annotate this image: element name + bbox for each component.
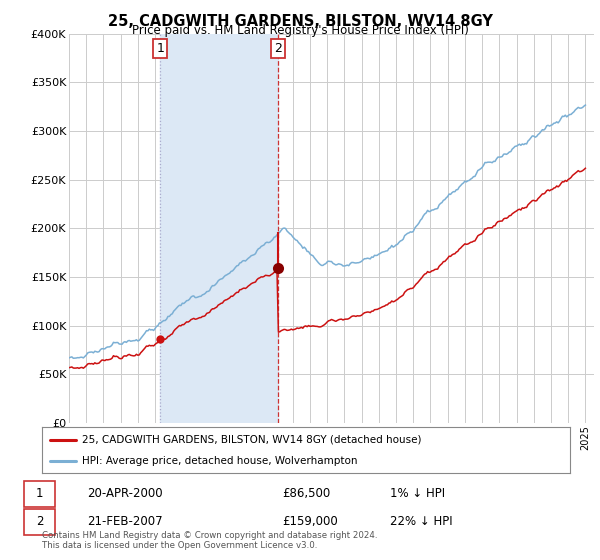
Text: 20-APR-2000: 20-APR-2000: [87, 487, 163, 501]
Bar: [160, 34, 278, 423]
Text: 1: 1: [36, 487, 43, 501]
Text: Price paid vs. HM Land Registry's House Price Index (HPI): Price paid vs. HM Land Registry's House …: [131, 24, 469, 37]
Text: Contains HM Land Registry data © Crown copyright and database right 2024.
This d: Contains HM Land Registry data © Crown c…: [42, 530, 377, 550]
Text: 21-FEB-2007: 21-FEB-2007: [87, 515, 163, 529]
Text: £159,000: £159,000: [282, 515, 338, 529]
Text: 25, CADGWITH GARDENS, BILSTON, WV14 8GY: 25, CADGWITH GARDENS, BILSTON, WV14 8GY: [107, 14, 493, 29]
Text: 2: 2: [36, 515, 43, 529]
Text: 25, CADGWITH GARDENS, BILSTON, WV14 8GY (detached house): 25, CADGWITH GARDENS, BILSTON, WV14 8GY …: [82, 435, 421, 445]
Text: £86,500: £86,500: [282, 487, 330, 501]
Text: 22% ↓ HPI: 22% ↓ HPI: [390, 515, 452, 529]
Text: HPI: Average price, detached house, Wolverhampton: HPI: Average price, detached house, Wolv…: [82, 456, 357, 466]
Text: 2: 2: [274, 41, 282, 55]
Text: 1: 1: [156, 41, 164, 55]
Text: 1% ↓ HPI: 1% ↓ HPI: [390, 487, 445, 501]
